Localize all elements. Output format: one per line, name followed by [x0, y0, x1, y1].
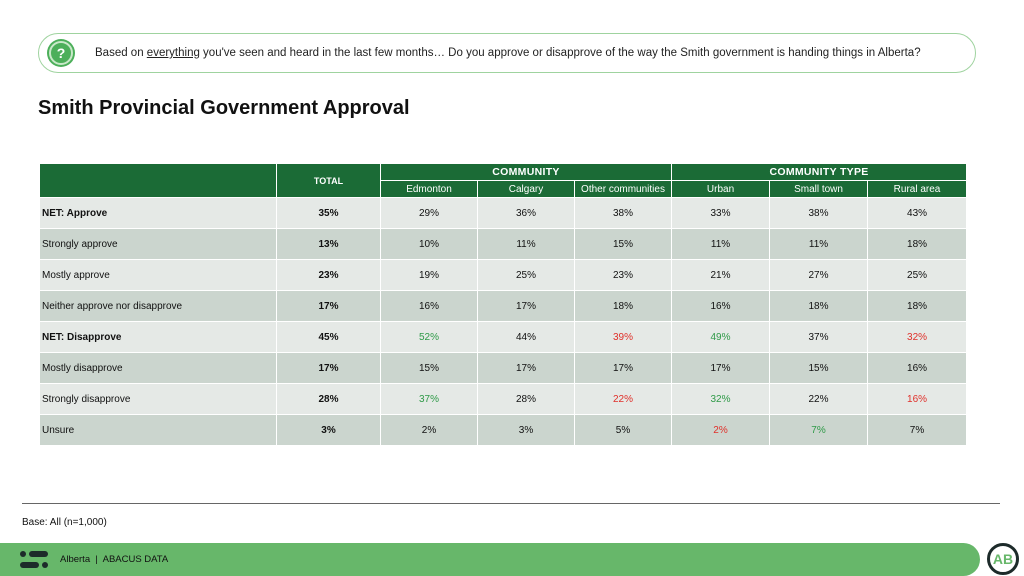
row-label: Strongly disapprove	[39, 383, 277, 415]
table-row: Strongly disapprove 28% 37% 28% 22% 32% 22% 16%	[39, 383, 968, 415]
footer-bar: Alberta | ABACUS DATA	[0, 543, 980, 576]
divider	[22, 503, 1000, 504]
value-cell: 15%	[573, 228, 673, 260]
question-bubble-icon: ?	[49, 41, 73, 65]
value-cell: 10%	[380, 228, 478, 260]
value-cell: 27%	[769, 259, 869, 291]
table-row: Mostly disapprove 17% 15% 17% 17% 17% 15% 16%	[39, 352, 968, 384]
question-text: Based on everything you've seen and hear…	[95, 47, 921, 59]
value-cell: 16%	[671, 290, 771, 322]
total-cell: 3%	[276, 414, 381, 446]
row-label: Unsure	[39, 414, 277, 446]
column-header: Other communities	[573, 180, 673, 198]
value-cell: 37%	[380, 383, 478, 415]
column-header: Edmonton	[380, 180, 478, 198]
value-cell: 18%	[867, 228, 968, 260]
approval-table: TOTAL COMMUNITY COMMUNITY TYPE Edmonton C…	[39, 163, 968, 446]
value-cell: 23%	[573, 259, 673, 291]
value-cell: 17%	[573, 352, 673, 384]
value-cell: 15%	[769, 352, 869, 384]
value-cell: 15%	[380, 352, 478, 384]
total-cell: 23%	[276, 259, 381, 291]
row-label: Mostly approve	[39, 259, 277, 291]
value-cell: 17%	[671, 352, 771, 384]
value-cell: 29%	[380, 197, 478, 229]
value-cell: 16%	[380, 290, 478, 322]
base-note: Base: All (n=1,000)	[22, 517, 107, 528]
value-cell: 19%	[380, 259, 478, 291]
column-header: Rural area	[867, 180, 968, 198]
value-cell: 17%	[477, 352, 575, 384]
value-cell: 25%	[867, 259, 968, 291]
value-cell: 22%	[769, 383, 869, 415]
value-cell: 39%	[573, 321, 673, 353]
value-cell: 43%	[867, 197, 968, 229]
row-label: Strongly approve	[39, 228, 277, 260]
value-cell: 49%	[671, 321, 771, 353]
value-cell: 32%	[671, 383, 771, 415]
value-cell: 2%	[380, 414, 478, 446]
value-cell: 7%	[769, 414, 869, 446]
table-row: Neither approve nor disapprove 17% 16% 17% 1…	[39, 290, 968, 322]
ab-badge-logo: AB	[987, 543, 1019, 575]
column-header: Urban	[671, 180, 771, 198]
question-banner: ? Based on everything you've seen and he…	[38, 33, 976, 73]
value-cell: 5%	[573, 414, 673, 446]
value-cell: 38%	[769, 197, 869, 229]
value-cell: 21%	[671, 259, 771, 291]
total-cell: 17%	[276, 352, 381, 384]
value-cell: 3%	[477, 414, 575, 446]
value-cell: 44%	[477, 321, 575, 353]
total-header: TOTAL	[276, 163, 381, 198]
group-header: COMMUNITY	[379, 163, 673, 181]
column-header: Small town	[769, 180, 869, 198]
column-header: Calgary	[477, 180, 575, 198]
value-cell: 22%	[573, 383, 673, 415]
value-cell: 28%	[477, 383, 575, 415]
value-cell: 18%	[867, 290, 968, 322]
abacus-logo-icon	[20, 550, 50, 570]
value-cell: 11%	[769, 228, 869, 260]
row-label: Neither approve nor disapprove	[39, 290, 277, 322]
group-header: COMMUNITY TYPE	[671, 163, 968, 181]
value-cell: 25%	[477, 259, 575, 291]
value-cell: 33%	[671, 197, 771, 229]
value-cell: 2%	[671, 414, 771, 446]
table-row: NET: Disapprove 45% 52% 44% 39% 49% 37% 32%	[39, 321, 968, 353]
total-cell: 28%	[276, 383, 381, 415]
value-cell: 7%	[867, 414, 968, 446]
value-cell: 18%	[769, 290, 869, 322]
value-cell: 32%	[867, 321, 968, 353]
table-row: NET: Approve 35% 29% 36% 38% 33% 38% 43%	[39, 197, 968, 229]
table-row: Mostly approve 23% 19% 25% 23% 21% 27% 25%	[39, 259, 968, 291]
row-label: Mostly disapprove	[39, 352, 277, 384]
table-row: Strongly approve 13% 10% 11% 15% 11% 11% 18%	[39, 228, 968, 260]
total-cell: 45%	[276, 321, 381, 353]
row-label: NET: Disapprove	[39, 321, 277, 353]
value-cell: 52%	[380, 321, 478, 353]
footer-text: Alberta | ABACUS DATA	[60, 554, 169, 565]
row-label: NET: Approve	[39, 197, 277, 229]
value-cell: 37%	[769, 321, 869, 353]
value-cell: 18%	[573, 290, 673, 322]
value-cell: 36%	[477, 197, 575, 229]
value-cell: 16%	[867, 352, 968, 384]
table-row: Unsure 3% 2% 3% 5% 2% 7% 7%	[39, 414, 968, 446]
total-cell: 17%	[276, 290, 381, 322]
value-cell: 38%	[573, 197, 673, 229]
value-cell: 16%	[867, 383, 968, 415]
value-cell: 11%	[671, 228, 771, 260]
total-cell: 35%	[276, 197, 381, 229]
page-title: Smith Provincial Government Approval	[38, 97, 410, 119]
value-cell: 17%	[477, 290, 575, 322]
label-header	[39, 163, 277, 198]
value-cell: 11%	[477, 228, 575, 260]
total-cell: 13%	[276, 228, 381, 260]
